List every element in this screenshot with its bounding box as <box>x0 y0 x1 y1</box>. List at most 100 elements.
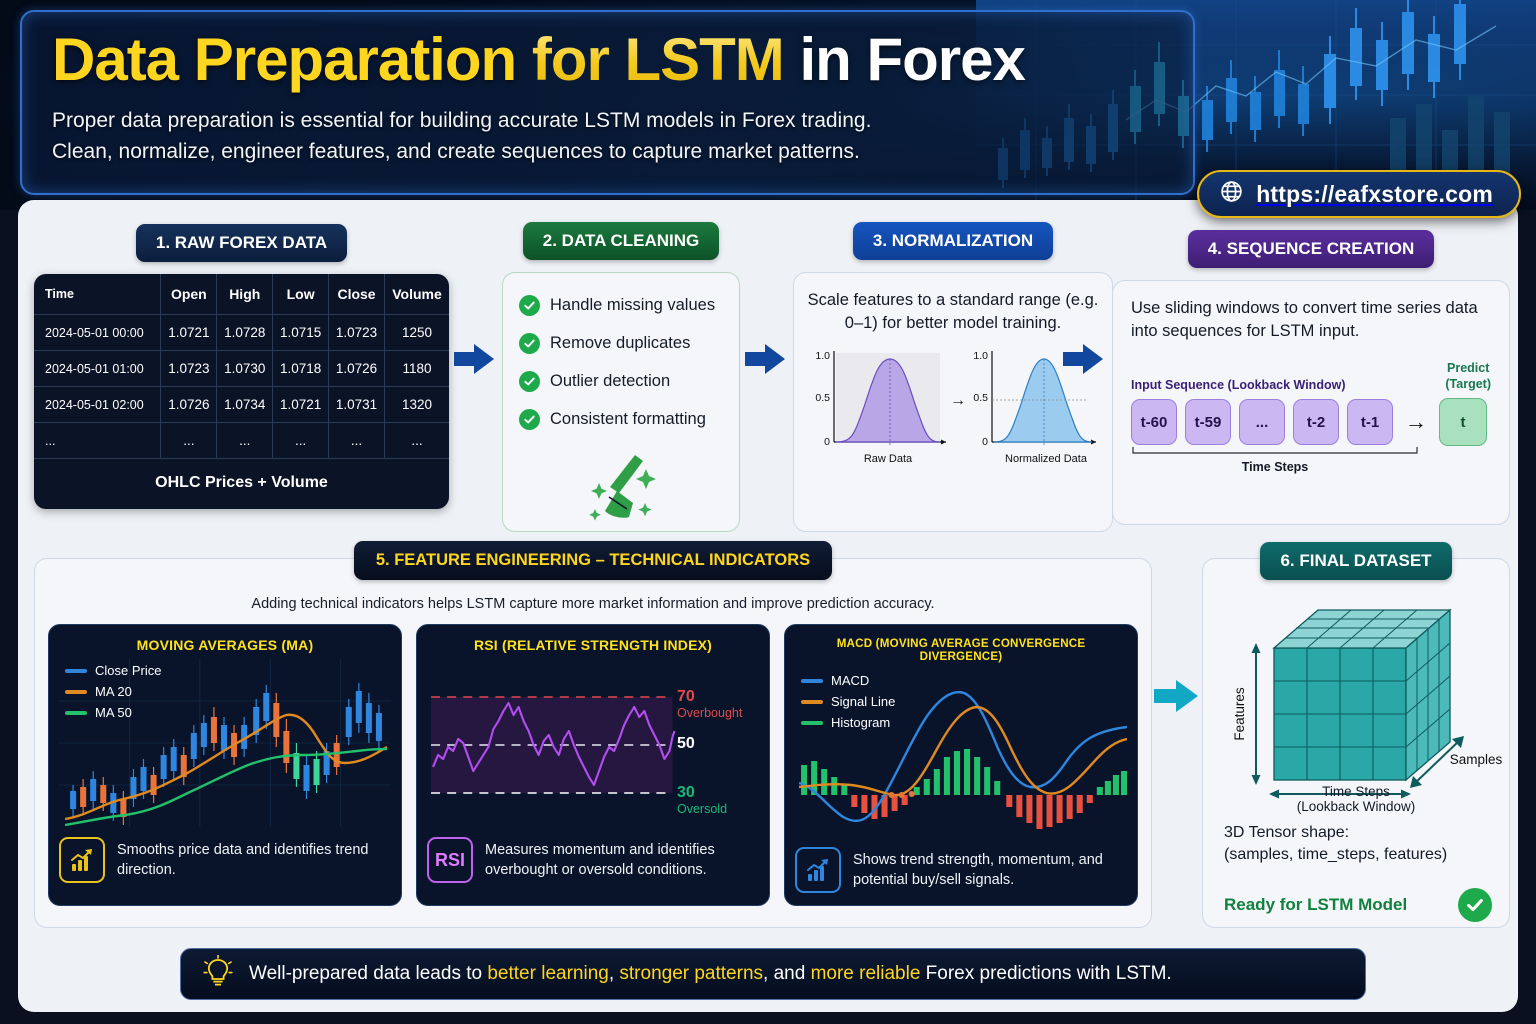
col-close: Close <box>328 274 385 315</box>
predict-line-2: (Target) <box>1445 376 1491 391</box>
step-2-data-cleaning: 2. DATA CLEANING Handle missing values R… <box>502 222 740 532</box>
timestep-box: ... <box>1239 399 1285 446</box>
tensor-shape-line2: (samples, time_steps, features) <box>1224 845 1448 863</box>
legend-item: MA 20 <box>65 684 161 699</box>
predict-line-1: Predict <box>1447 361 1490 376</box>
ma-description: Smooths price data and identifies trend … <box>117 841 369 878</box>
cell-high: 1.0734 <box>216 386 274 423</box>
ma-legend: Close Price MA 20 MA 50 <box>65 663 161 726</box>
target-box: t <box>1439 398 1487 447</box>
step-2-title: 2. DATA CLEANING <box>522 222 720 260</box>
normalization-distribution-charts: 1.0 0.5 0 Raw Data → 1.0 0.5 0 <box>815 350 1096 465</box>
list-item: Outlier detection <box>519 371 739 392</box>
rsi-icon-text: RSI <box>434 849 465 870</box>
rsi-level-50: 50 <box>677 735 695 753</box>
table-header-row: Time Open High Low Close Volume <box>34 274 449 315</box>
sequence-description: Use sliding windows to convert time seri… <box>1131 299 1478 341</box>
svg-text:0.5: 0.5 <box>973 392 988 404</box>
axis-timesteps-line2: (Lookback Window) <box>1296 799 1416 814</box>
legend-label: MA 50 <box>95 705 132 720</box>
main-panel: 1. RAW FOREX DATA Time Open High Low Clo… <box>18 200 1518 1012</box>
normalization-card: Scale features to a standard range (e.g.… <box>793 272 1113 532</box>
predict-target-label: Predict (Target) <box>1445 361 1491 392</box>
indicator-card-moving-averages: MOVING AVERAGES (MA) <box>48 624 402 906</box>
rsi-icon: RSI <box>427 837 473 883</box>
col-open: Open <box>160 274 218 315</box>
raw-data-table-card: Time Open High Low Close Volume 2024-05-… <box>34 274 449 509</box>
col-low: Low <box>272 274 330 315</box>
arrow-step2-to-step3 <box>745 344 785 374</box>
subtitle-line-2: Clean, normalize, engineer features, and… <box>52 140 860 164</box>
timestep-box: t-59 <box>1185 399 1231 446</box>
check-circle-icon <box>1458 888 1492 922</box>
list-item: Handle missing values <box>519 295 739 316</box>
subtitle-line-1: Proper data preparation is essential for… <box>52 108 872 132</box>
step-1-raw-forex-data: 1. RAW FOREX DATA Time Open High Low Clo… <box>34 224 449 509</box>
legend-item: Histogram <box>801 715 895 730</box>
table-row-ellipsis: ... ... ... ... ... ... <box>34 422 449 459</box>
legend-swatch-ma20 <box>65 689 87 694</box>
ready-for-lstm-row: Ready for LSTM Model <box>1224 888 1492 922</box>
globe-icon <box>1219 179 1244 209</box>
footer-highlight-1: better learning <box>487 963 609 984</box>
axis-label-features: Features <box>1232 687 1247 741</box>
legend-swatch-close-price <box>65 668 87 673</box>
header-banner: Data Preparation for LSTM in Forex Prope… <box>0 0 1536 210</box>
footer-seg-3: , and <box>763 963 811 984</box>
cell-low: 1.0721 <box>272 386 330 423</box>
list-item: Consistent formatting <box>519 409 739 430</box>
macd-legend: MACD Signal Line Histogram <box>801 673 895 736</box>
cell-time: 2024-05-01 02:00 <box>34 386 162 423</box>
cell-low: ... <box>272 422 330 459</box>
rsi-level-30: 30 Oversold <box>677 784 728 816</box>
step-6-title: 6. FINAL DATASET <box>1260 542 1452 580</box>
step-3-title: 3. NORMALIZATION <box>852 222 1054 260</box>
ma-chart: Close Price MA 20 MA 50 <box>59 659 391 827</box>
check-circle-icon <box>519 371 540 392</box>
check-circle-icon <box>519 333 540 354</box>
broom-icon <box>519 447 739 526</box>
raw-forex-table: Time Open High Low Close Volume 2024-05-… <box>34 274 449 459</box>
footer-text: Well-prepared data leads to better learn… <box>249 963 1172 985</box>
col-high: High <box>216 274 274 315</box>
axis-label-samples: Samples <box>1450 752 1503 767</box>
check-circle-icon <box>519 409 540 430</box>
arrow-step1-to-step2 <box>454 344 494 374</box>
svg-text:Raw Data: Raw Data <box>864 453 913 465</box>
ma-chart-title: MOVING AVERAGES (MA) <box>136 637 314 653</box>
step-4-sequence-creation: 4. SEQUENCE CREATION Use sliding windows… <box>1112 230 1510 525</box>
title-part-2: for LSTM <box>516 26 785 93</box>
tensor-shape-line1: 3D Tensor shape: <box>1224 824 1350 841</box>
step-1-title: 1. RAW FOREX DATA <box>135 224 348 262</box>
cell-time: ... <box>34 422 162 459</box>
tensor-cube-diagram: Features Samples <box>1232 608 1503 799</box>
legend-label: Signal Line <box>831 694 896 709</box>
cell-low: 1.0718 <box>272 350 330 387</box>
svg-text:→: → <box>950 392 966 409</box>
cell-close: 1.0726 <box>328 350 385 387</box>
indicator-card-macd: MACD (MOVING AVERAGE CONVERGENCE DIVERGE… <box>784 624 1138 906</box>
footer-seg-2: , <box>608 963 620 984</box>
table-row: 2024-05-01 00:00 1.0721 1.0728 1.0715 1.… <box>34 314 449 351</box>
website-url-text: https://eafxstore.com <box>1256 180 1493 207</box>
cell-low: 1.0715 <box>272 314 330 351</box>
title-part-1: Data Preparation <box>52 26 517 93</box>
legend-label: Close Price <box>95 663 162 678</box>
timestep-box: t-60 <box>1131 399 1177 446</box>
step-6-final-dataset: 6. FINAL DATASET <box>1202 542 1510 928</box>
step-3-normalization: 3. NORMALIZATION Scale features to a sta… <box>793 222 1113 532</box>
normalization-description: Scale features to a standard range (e.g.… <box>807 291 1099 332</box>
svg-text:0.5: 0.5 <box>815 392 830 404</box>
website-url-badge[interactable]: https://eafxstore.com <box>1197 170 1521 218</box>
svg-text:0: 0 <box>824 436 830 448</box>
arrow-step3-to-step4 <box>1063 344 1103 374</box>
page-subtitle: Proper data preparation is essential for… <box>52 105 1193 168</box>
footer-highlight-2: stronger patterns <box>619 963 764 984</box>
tensor-shape-text: 3D Tensor shape: (samples, time_steps, f… <box>1224 822 1447 865</box>
step-5-title: 5. FEATURE ENGINEERING – TECHNICAL INDIC… <box>353 541 833 580</box>
rsi-30-label: Oversold <box>677 801 728 816</box>
ready-label: Ready for LSTM Model <box>1224 895 1408 914</box>
svg-text:1.0: 1.0 <box>815 350 830 362</box>
legend-swatch-macd <box>801 678 823 683</box>
sequence-creation-card: Use sliding windows to convert time seri… <box>1112 280 1510 525</box>
